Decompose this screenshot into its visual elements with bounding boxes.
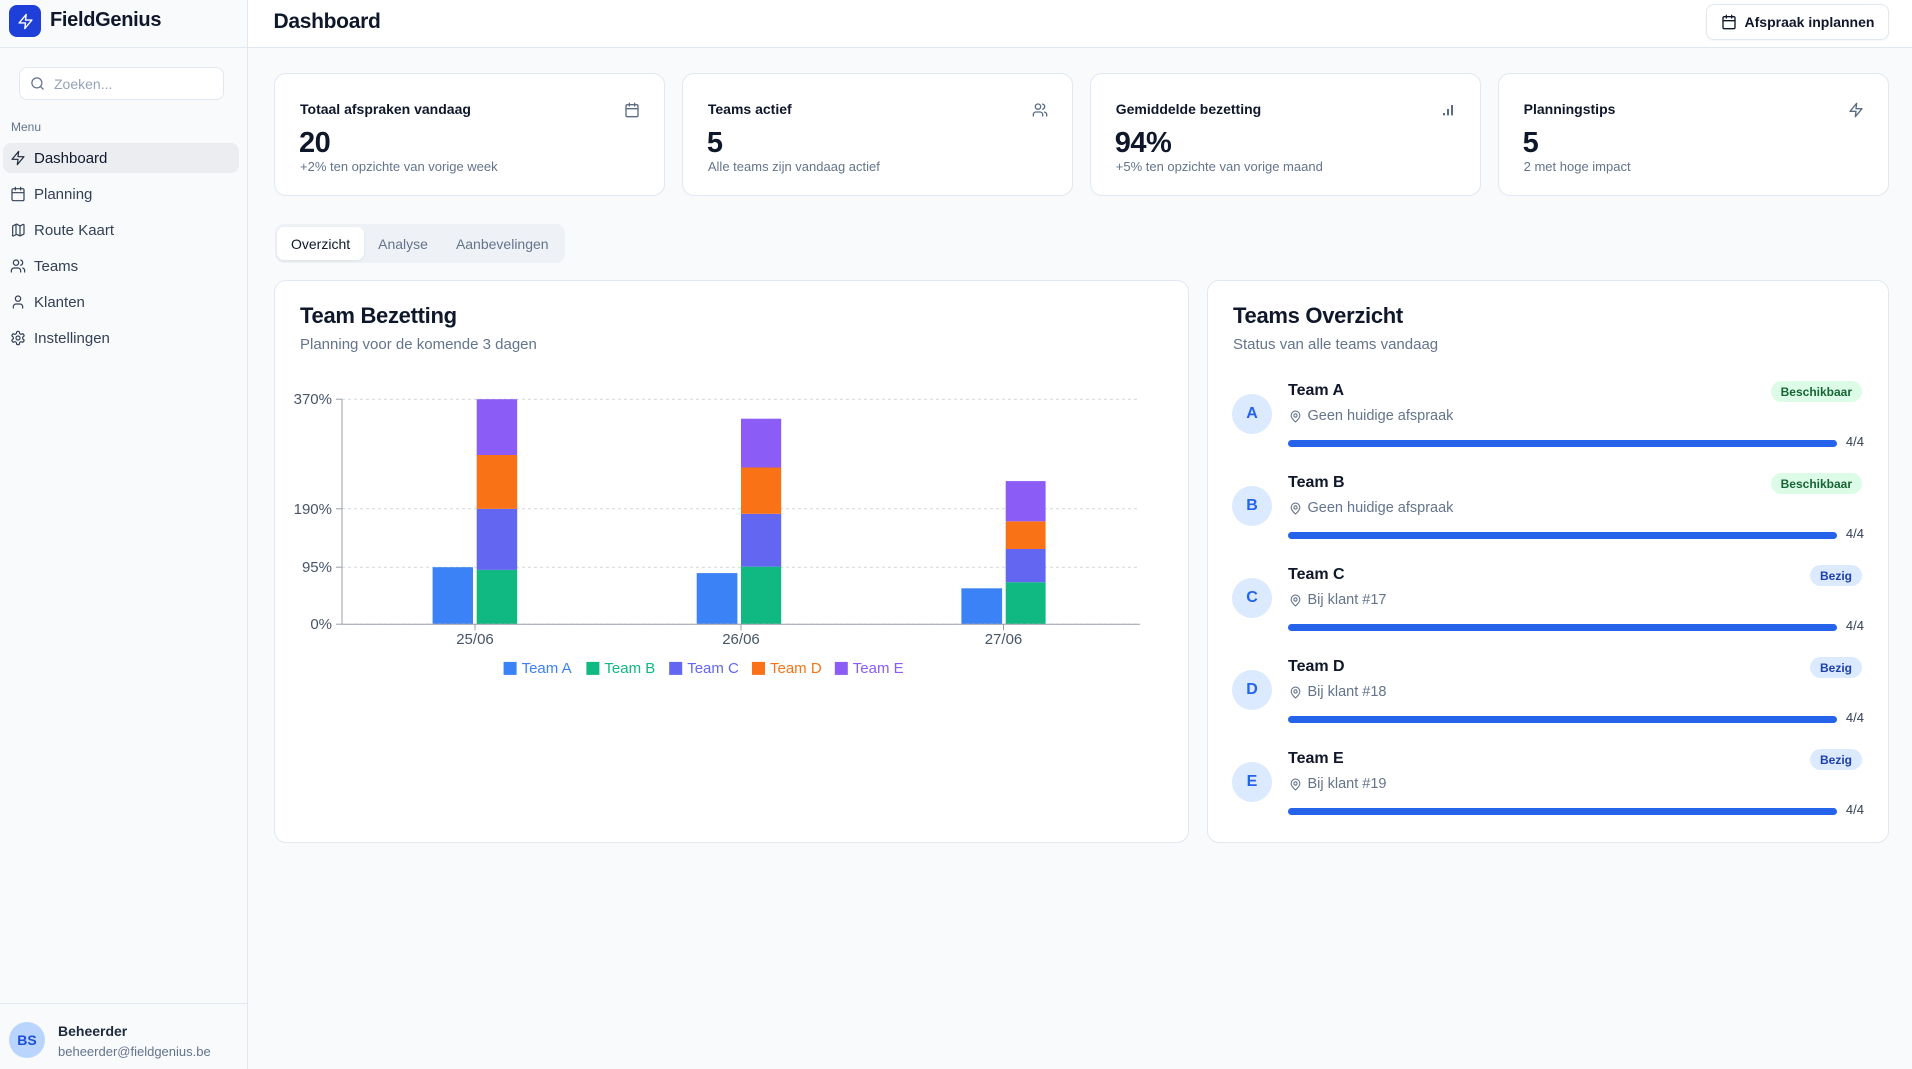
svg-text:Team E: Team E (853, 660, 904, 677)
svg-text:27/06: 27/06 (985, 631, 1023, 648)
svg-text:Team D: Team D (770, 660, 822, 677)
svg-text:Team A: Team A (522, 660, 572, 677)
svg-text:190%: 190% (294, 501, 332, 518)
svg-text:25/06: 25/06 (456, 631, 494, 648)
svg-text:26/06: 26/06 (722, 631, 760, 648)
svg-text:Team C: Team C (687, 660, 739, 677)
svg-text:95%: 95% (302, 559, 332, 576)
svg-text:370%: 370% (294, 391, 332, 408)
svg-text:0%: 0% (310, 616, 332, 633)
svg-text:Team B: Team B (604, 660, 655, 677)
